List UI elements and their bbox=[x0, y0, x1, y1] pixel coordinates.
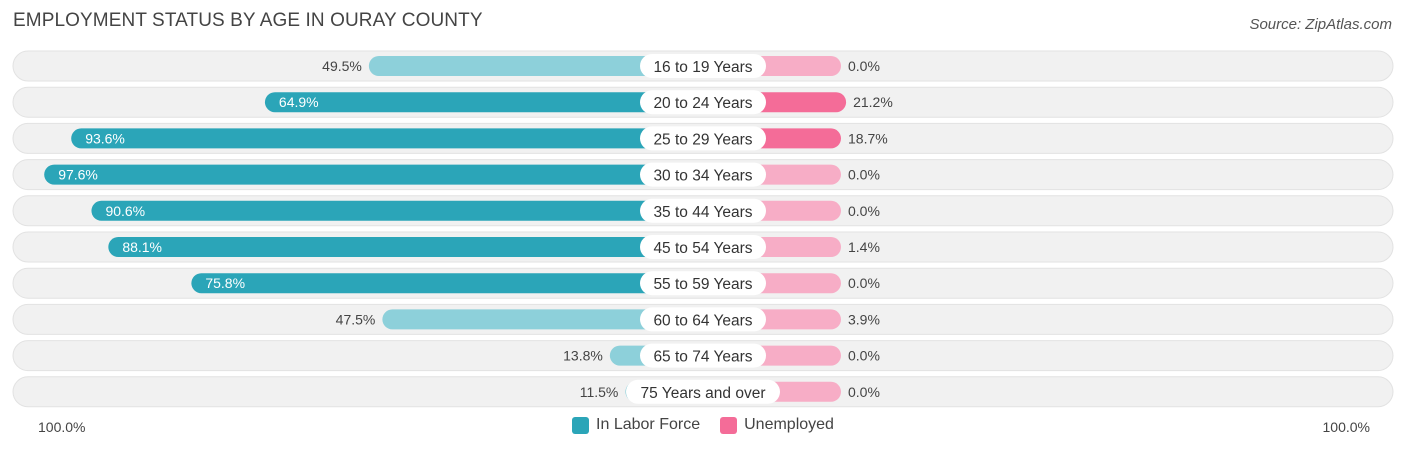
table-row: 49.5% 0.0% 16 to 19 Years bbox=[12, 50, 1394, 82]
category-label: 35 to 44 Years bbox=[653, 204, 752, 221]
category-label: 45 to 54 Years bbox=[653, 240, 752, 257]
table-row: 88.1% 1.4% 45 to 54 Years bbox=[12, 231, 1394, 263]
bar-labor-force bbox=[264, 92, 703, 113]
category-label: 75 Years and over bbox=[641, 385, 766, 402]
category-pill bbox=[640, 54, 766, 78]
chart-source: Source: ZipAtlas.com bbox=[1249, 16, 1392, 33]
table-row: 75.8% 0.0% 55 to 59 Years bbox=[12, 267, 1394, 299]
value-label-labor-force: 75.8% bbox=[205, 275, 245, 291]
legend-swatch-labor-force bbox=[572, 416, 590, 434]
chart-title: EMPLOYMENT STATUS BY AGE IN OURAY COUNTY bbox=[13, 10, 483, 31]
value-label-labor-force: 93.6% bbox=[85, 130, 125, 146]
category-pill bbox=[640, 126, 766, 151]
table-row: 64.9% 21.2% 20 to 24 Years bbox=[12, 86, 1394, 118]
bar-labor-force bbox=[108, 237, 703, 257]
category-pill bbox=[640, 271, 766, 296]
category-label: 60 to 64 Years bbox=[653, 312, 752, 329]
value-label-unemployed: 18.7% bbox=[848, 130, 888, 146]
bar-labor-force bbox=[44, 164, 703, 185]
legend-item-unemployed: Unemployed bbox=[720, 416, 834, 434]
value-label-unemployed: 3.9% bbox=[848, 311, 880, 327]
table-row: 13.8% 0.0% 65 to 74 Years bbox=[12, 340, 1394, 372]
bar-labor-force bbox=[382, 309, 703, 330]
bar-labor-force bbox=[71, 128, 703, 149]
category-label: 55 to 59 Years bbox=[653, 276, 752, 293]
value-label-labor-force: 47.5% bbox=[336, 311, 376, 327]
category-pill bbox=[640, 343, 766, 368]
value-label-unemployed: 0.0% bbox=[848, 58, 880, 74]
value-label-labor-force: 97.6% bbox=[58, 167, 98, 183]
category-label: 25 to 29 Years bbox=[653, 131, 752, 148]
table-row: 93.6% 18.7% 25 to 29 Years bbox=[12, 122, 1394, 154]
bar-labor-force bbox=[368, 56, 703, 76]
value-label-labor-force: 13.8% bbox=[563, 348, 603, 364]
value-label-labor-force: 88.1% bbox=[122, 239, 162, 255]
category-pill bbox=[640, 235, 766, 259]
table-row: 11.5% 0.0% 75 Years and over bbox=[12, 376, 1394, 408]
category-pill bbox=[640, 162, 766, 187]
legend: In Labor Force Unemployed bbox=[0, 416, 1406, 434]
axis-right-label: 100.0% bbox=[1322, 419, 1370, 435]
axis-left-label: 100.0% bbox=[38, 419, 86, 435]
category-label: 65 to 74 Years bbox=[653, 349, 752, 366]
category-pill bbox=[640, 198, 766, 223]
category-pill bbox=[640, 90, 766, 115]
category-label: 16 to 19 Years bbox=[653, 59, 752, 76]
value-label-unemployed: 1.4% bbox=[848, 239, 880, 255]
table-row: 97.6% 0.0% 30 to 34 Years bbox=[12, 159, 1394, 191]
legend-item-labor-force: In Labor Force bbox=[572, 416, 700, 434]
category-pill bbox=[640, 307, 766, 332]
value-label-unemployed: 0.0% bbox=[848, 348, 880, 364]
value-label-labor-force: 11.5% bbox=[580, 384, 619, 400]
legend-swatch-unemployed bbox=[720, 416, 738, 434]
bar-labor-force bbox=[191, 273, 703, 294]
category-label: 20 to 24 Years bbox=[653, 95, 752, 112]
legend-label-unemployed: Unemployed bbox=[744, 416, 834, 433]
legend-label-labor-force: In Labor Force bbox=[596, 416, 701, 433]
value-label-unemployed: 21.2% bbox=[853, 94, 893, 110]
category-label: 30 to 34 Years bbox=[653, 168, 752, 185]
category-pill bbox=[626, 379, 780, 404]
value-label-labor-force: 64.9% bbox=[279, 94, 319, 110]
value-label-unemployed: 0.0% bbox=[848, 167, 880, 183]
value-label-unemployed: 0.0% bbox=[848, 275, 880, 291]
table-row: 90.6% 0.0% 35 to 44 Years bbox=[12, 195, 1394, 227]
value-label-unemployed: 0.0% bbox=[848, 203, 880, 219]
value-label-unemployed: 0.0% bbox=[848, 384, 880, 400]
value-label-labor-force: 90.6% bbox=[105, 203, 145, 219]
table-row: 47.5% 3.9% 60 to 64 Years bbox=[12, 303, 1394, 335]
value-label-labor-force: 49.5% bbox=[322, 58, 362, 74]
bar-labor-force bbox=[91, 200, 703, 221]
